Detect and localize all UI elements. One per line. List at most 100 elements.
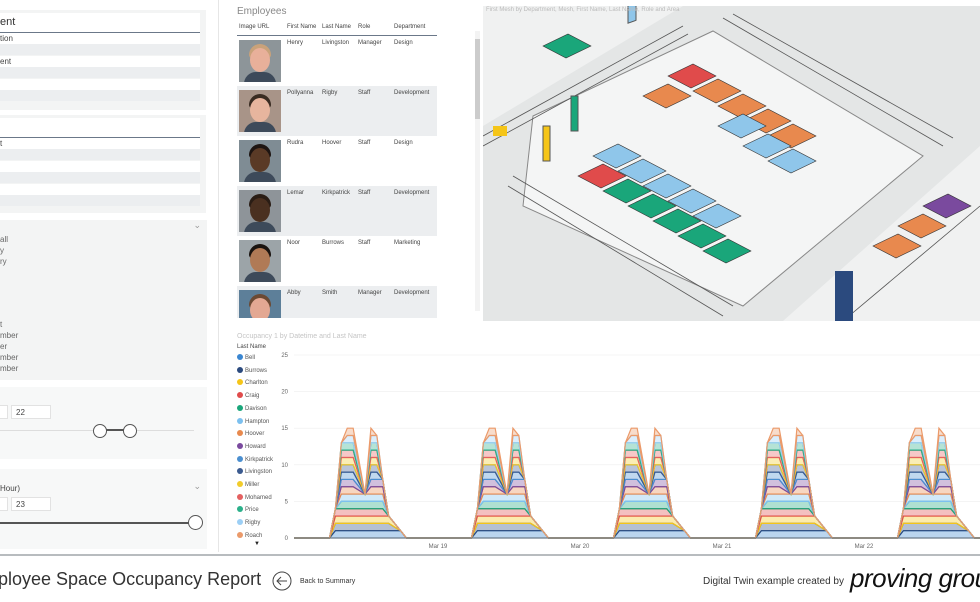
chevron-down-icon[interactable]: ⌄ — [193, 481, 201, 491]
legend-label: Livingston — [245, 469, 273, 476]
legend-item[interactable]: Mohamed — [237, 493, 272, 503]
slicer-item[interactable] — [0, 44, 200, 55]
floorplan-visual[interactable]: First Mesh by Department, Mesh, First Na… — [483, 6, 980, 321]
table-row[interactable]: Rudra Hoover Staff Design — [237, 136, 437, 186]
desk[interactable] — [717, 93, 767, 119]
desk[interactable] — [642, 83, 692, 109]
scrollbar-thumb[interactable] — [475, 39, 480, 119]
legend-item[interactable]: Roach — [237, 531, 262, 541]
x-tick-label: Mar 21 — [713, 544, 732, 550]
slicer-item[interactable] — [0, 67, 200, 78]
desk[interactable] — [642, 173, 692, 199]
legend-item[interactable]: Kirkpatrick — [237, 455, 273, 465]
column-header[interactable]: First Name — [285, 20, 320, 36]
slider-handle-low[interactable] — [93, 424, 107, 438]
range-max-input[interactable]: 23 — [11, 497, 51, 511]
slicer-item[interactable] — [0, 161, 200, 172]
legend-item[interactable]: Howard — [237, 442, 266, 452]
slicer-item[interactable]: all — [0, 235, 9, 244]
desk[interactable] — [667, 63, 717, 89]
range-min-input[interactable] — [0, 497, 8, 511]
table-row[interactable]: Noor Burrows Staff Marketing — [237, 236, 437, 286]
legend-dot — [237, 531, 243, 538]
desk[interactable] — [717, 113, 767, 139]
slicer-item[interactable] — [0, 79, 200, 90]
table-row[interactable]: Lemar Kirkpatrick Staff Development — [237, 185, 437, 236]
table-row[interactable]: Abby Smith Manager Development — [237, 285, 437, 318]
legend-item[interactable]: Hampton — [237, 417, 269, 427]
legend-item[interactable]: Livingston — [237, 467, 272, 477]
legend-label: Davison — [245, 405, 267, 412]
slicer-item[interactable] — [0, 172, 200, 183]
legend-item[interactable]: Craig — [237, 391, 259, 401]
legend-item[interactable]: Miller — [237, 480, 259, 490]
desk[interactable] — [542, 33, 592, 59]
legend-item[interactable]: Price — [237, 505, 259, 515]
range-slicer-1: 22 — [0, 387, 207, 459]
slicer-item[interactable]: mber — [0, 353, 19, 362]
legend-item[interactable]: Burrows — [237, 366, 267, 376]
desk[interactable] — [652, 208, 702, 234]
slicer-item[interactable] — [0, 184, 200, 195]
legend-item[interactable]: Bell — [237, 353, 255, 363]
last-name: Kirkpatrick — [320, 185, 356, 236]
table-scrollbar[interactable] — [475, 31, 480, 311]
desk[interactable] — [922, 193, 972, 219]
slider-range[interactable] — [0, 522, 196, 524]
legend-item[interactable]: Rigby — [237, 518, 260, 528]
desk[interactable] — [702, 238, 752, 264]
slicer-item[interactable] — [0, 149, 200, 160]
desk[interactable] — [617, 158, 667, 184]
first-name: Lemar — [285, 185, 320, 236]
legend-item[interactable]: Hoover — [237, 429, 264, 439]
table-row[interactable]: Henry Livingston Manager Design — [237, 35, 437, 86]
photo-cell — [237, 236, 285, 286]
desk[interactable] — [592, 143, 642, 169]
desk[interactable] — [602, 178, 652, 204]
range-min-input[interactable] — [0, 405, 8, 419]
x-tick-label: Mar 20 — [571, 544, 590, 550]
desk[interactable] — [677, 223, 727, 249]
slicer-item[interactable]: er — [0, 342, 8, 351]
slicer-item[interactable]: mber — [0, 364, 19, 373]
slicer-department: ent tion ent — [0, 10, 206, 110]
slicer-item[interactable]: t — [0, 320, 3, 329]
slicer-item[interactable] — [0, 195, 200, 206]
column-header[interactable]: Image URL — [237, 20, 285, 36]
desk[interactable] — [897, 213, 947, 239]
desk[interactable] — [692, 78, 742, 104]
desk[interactable] — [742, 133, 792, 159]
occupancy-chart[interactable]: 0 5 10 15 20 25 Mar 19 Mar 20 Mar 21 Mar 22 — [280, 345, 980, 560]
legend-item[interactable]: Charlton — [237, 378, 268, 388]
slider-handle-high[interactable] — [123, 424, 137, 438]
slicer-item[interactable]: ent — [0, 56, 200, 67]
table-row[interactable]: Pollyanna Rigby Staff Development — [237, 85, 437, 136]
column-header[interactable]: Role — [356, 20, 392, 36]
desk[interactable] — [667, 188, 717, 214]
desk[interactable] — [872, 233, 922, 259]
slicer-item[interactable]: y — [0, 246, 4, 255]
slicer-item[interactable]: tion — [0, 33, 200, 44]
back-to-summary-button[interactable]: Back to Summary — [272, 571, 355, 591]
slicer-item[interactable]: mber — [0, 331, 19, 340]
desk[interactable] — [767, 148, 817, 174]
legend-scroll-down-icon[interactable]: ▼ — [254, 541, 260, 547]
legend-dot — [237, 493, 243, 500]
last-name: Burrows — [322, 239, 345, 246]
desk[interactable] — [577, 163, 627, 189]
desk[interactable] — [627, 193, 677, 219]
column-header[interactable]: Department — [392, 20, 437, 36]
desk[interactable] — [692, 203, 742, 229]
slicer-item[interactable]: ry — [0, 257, 7, 266]
legend-item[interactable]: Davison — [237, 404, 267, 414]
floorplan-3d[interactable] — [483, 6, 980, 321]
first-name: Abby — [285, 285, 320, 318]
range-max-input[interactable]: 22 — [11, 405, 51, 419]
department: Development — [392, 285, 437, 318]
range-slicer-hour: Hour) ⌄ 23 — [0, 469, 207, 549]
chevron-down-icon[interactable]: ⌄ — [193, 220, 201, 230]
slider-handle-high[interactable] — [188, 515, 203, 530]
slicer-item[interactable] — [0, 90, 200, 101]
slicer-item[interactable]: t — [0, 138, 200, 149]
column-header[interactable]: Last Name — [320, 20, 356, 36]
